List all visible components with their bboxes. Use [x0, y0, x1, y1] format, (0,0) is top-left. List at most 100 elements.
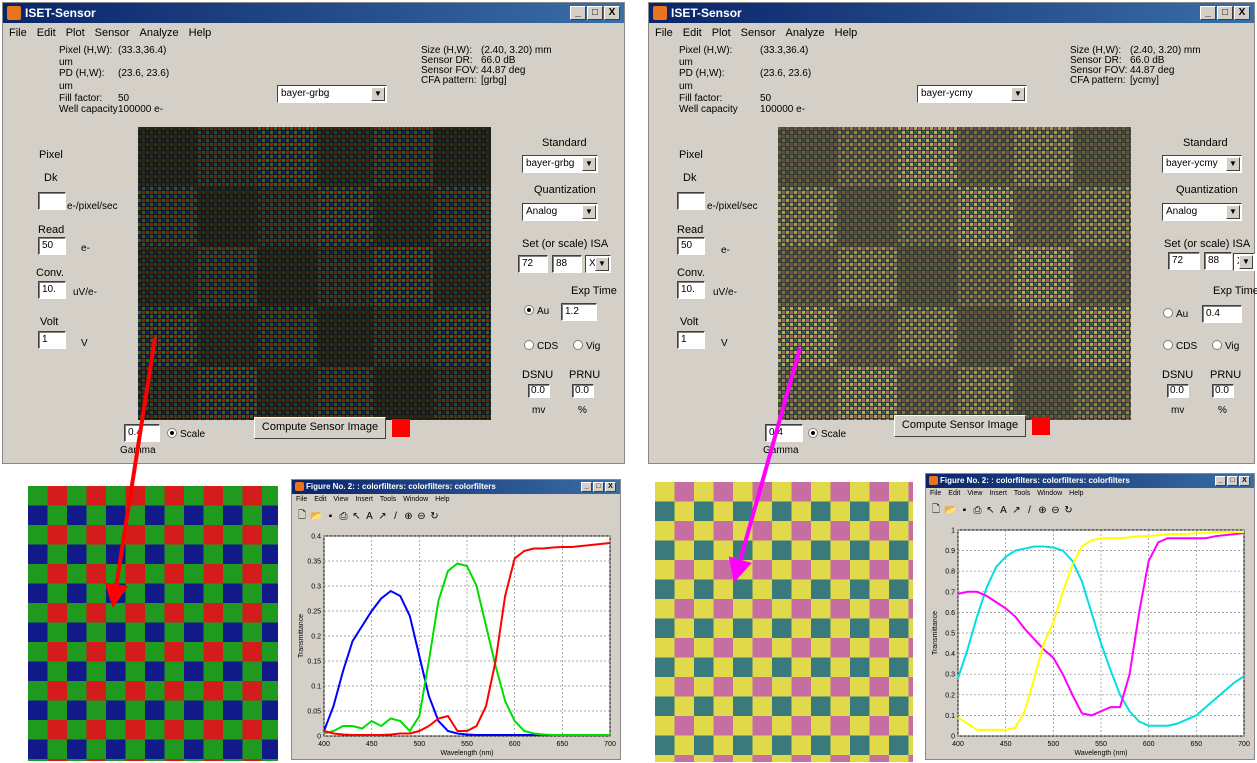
menu-file[interactable]: File — [296, 496, 308, 503]
dsnu-input[interactable]: 0.0 — [528, 384, 550, 398]
zoom-in-icon[interactable]: ⊕ — [404, 510, 413, 522]
menu-edit[interactable]: Edit — [948, 490, 961, 497]
isa-select[interactable]: X ▼ — [1233, 253, 1255, 271]
open-icon[interactable]: 📂 — [310, 510, 323, 522]
zoom-out-icon[interactable]: ⊖ — [1051, 504, 1060, 516]
standard-select[interactable]: bayer-ycmy ▼ — [1162, 155, 1242, 173]
menu-insert[interactable]: Insert — [989, 490, 1007, 497]
prnu-input[interactable]: 0.0 — [1212, 384, 1234, 398]
cfa-pattern-select[interactable]: bayer-ycmy ▼ — [917, 85, 1027, 103]
save-icon[interactable]: ▪ — [328, 510, 333, 522]
compute-sensor-image-button[interactable]: Compute Sensor Image — [894, 415, 1026, 437]
isa-input-2[interactable]: 88 — [1204, 252, 1232, 270]
isa-input-1[interactable]: 72 — [518, 255, 548, 273]
menu-file[interactable]: File — [9, 27, 27, 39]
menu-view[interactable]: View — [333, 496, 349, 503]
isa-select[interactable]: X ▼ — [585, 255, 611, 273]
menu-analyze[interactable]: Analyze — [139, 27, 179, 39]
close-button[interactable]: X — [604, 6, 620, 20]
close-button[interactable]: X — [1234, 6, 1250, 20]
sensor-image[interactable] — [778, 127, 1131, 420]
minimize-button[interactable]: _ — [1200, 6, 1216, 20]
minimize-button[interactable]: _ — [581, 482, 592, 492]
menu-analyze[interactable]: Analyze — [785, 27, 825, 39]
exp-auto-radio[interactable]: Au — [1163, 308, 1188, 320]
cfa-pattern-select[interactable]: bayer-grbg ▼ — [277, 85, 387, 103]
menu-file[interactable]: File — [655, 27, 673, 39]
menu-sensor[interactable]: Sensor — [740, 27, 776, 39]
scale-radio[interactable]: Scale — [167, 428, 205, 440]
zoom-in-icon[interactable]: ⊕ — [1038, 504, 1047, 516]
isa-input-2[interactable]: 88 — [552, 255, 582, 273]
maximize-button[interactable]: □ — [593, 482, 604, 492]
menu-edit[interactable]: Edit — [36, 27, 56, 39]
pointer-icon[interactable]: ↖ — [352, 510, 361, 522]
save-icon[interactable]: ▪ — [962, 504, 967, 516]
figure-title-bar[interactable]: Figure No. 2: : colorfilters: colorfilte… — [926, 474, 1254, 488]
vig-radio[interactable]: Vig — [573, 340, 600, 352]
text-icon[interactable]: A — [1000, 504, 1007, 516]
dk-input[interactable] — [677, 192, 705, 210]
open-icon[interactable]: 📂 — [944, 504, 957, 516]
menu-help[interactable]: Help — [834, 27, 858, 39]
menu-window[interactable]: Window — [403, 496, 429, 503]
menu-view[interactable]: View — [967, 490, 983, 497]
print-icon[interactable]: ⎙ — [339, 510, 348, 522]
menu-sensor[interactable]: Sensor — [94, 27, 130, 39]
arrow-icon[interactable]: ↗ — [1012, 504, 1021, 516]
cds-radio[interactable]: CDS — [524, 340, 558, 352]
cds-radio[interactable]: CDS — [1163, 340, 1197, 352]
new-icon[interactable]: 🗋 — [297, 509, 307, 521]
pointer-icon[interactable]: ↖ — [986, 504, 995, 516]
text-icon[interactable]: A — [366, 510, 373, 522]
sensor-image[interactable] — [138, 127, 491, 420]
minimize-button[interactable]: _ — [1215, 476, 1226, 486]
exp-time-input[interactable]: 1.2 — [561, 303, 597, 321]
menu-help[interactable]: Help — [1069, 490, 1084, 497]
menu-plot[interactable]: Plot — [711, 27, 731, 39]
compute-sensor-image-button[interactable]: Compute Sensor Image — [254, 417, 386, 439]
menu-file[interactable]: File — [930, 490, 942, 497]
gamma-input[interactable]: 0.4 — [124, 424, 160, 442]
menu-plot[interactable]: Plot — [65, 27, 85, 39]
menu-edit[interactable]: Edit — [314, 496, 327, 503]
new-icon[interactable]: 🗋 — [931, 503, 941, 515]
maximize-button[interactable]: □ — [1227, 476, 1238, 486]
figure-title-bar[interactable]: Figure No. 2: : colorfilters: colorfilte… — [292, 480, 620, 494]
arrow-icon[interactable]: ↗ — [378, 510, 387, 522]
dsnu-input[interactable]: 0.0 — [1167, 384, 1189, 398]
exp-time-input[interactable]: 0.4 — [1202, 305, 1242, 323]
quantization-select[interactable]: Analog ▼ — [522, 203, 598, 221]
menu-tools[interactable]: Tools — [379, 496, 397, 503]
right-title-bar[interactable]: ISET-Sensor _ □ X — [649, 3, 1254, 23]
gamma-input[interactable]: 0.4 — [765, 424, 803, 442]
menu-insert[interactable]: Insert — [355, 496, 373, 503]
volt-input[interactable]: 1 — [38, 331, 66, 349]
dk-input[interactable] — [38, 192, 66, 210]
menu-help[interactable]: Help — [435, 496, 450, 503]
minimize-button[interactable]: _ — [570, 6, 586, 20]
line-icon[interactable]: / — [394, 510, 397, 522]
rotate-icon[interactable]: ↻ — [1064, 504, 1073, 516]
maximize-button[interactable]: □ — [587, 6, 603, 20]
menu-help[interactable]: Help — [188, 27, 212, 39]
vig-radio[interactable]: Vig — [1212, 340, 1239, 352]
print-icon[interactable]: ⎙ — [973, 504, 982, 516]
menu-tools[interactable]: Tools — [1013, 490, 1031, 497]
conv-input[interactable]: 10. — [38, 281, 66, 299]
read-input[interactable]: 50 — [38, 237, 66, 255]
menu-window[interactable]: Window — [1037, 490, 1063, 497]
exp-auto-radio[interactable]: Au — [524, 305, 549, 317]
isa-input-1[interactable]: 72 — [1168, 252, 1200, 270]
close-button[interactable]: X — [605, 482, 616, 492]
scale-radio[interactable]: Scale — [808, 428, 846, 440]
prnu-input[interactable]: 0.0 — [572, 384, 594, 398]
menu-edit[interactable]: Edit — [682, 27, 702, 39]
standard-select[interactable]: bayer-grbg ▼ — [522, 155, 598, 173]
zoom-out-icon[interactable]: ⊖ — [417, 510, 426, 522]
read-input[interactable]: 50 — [677, 237, 705, 255]
quantization-select[interactable]: Analog ▼ — [1162, 203, 1242, 221]
conv-input[interactable]: 10. — [677, 281, 705, 299]
rotate-icon[interactable]: ↻ — [430, 510, 439, 522]
maximize-button[interactable]: □ — [1217, 6, 1233, 20]
